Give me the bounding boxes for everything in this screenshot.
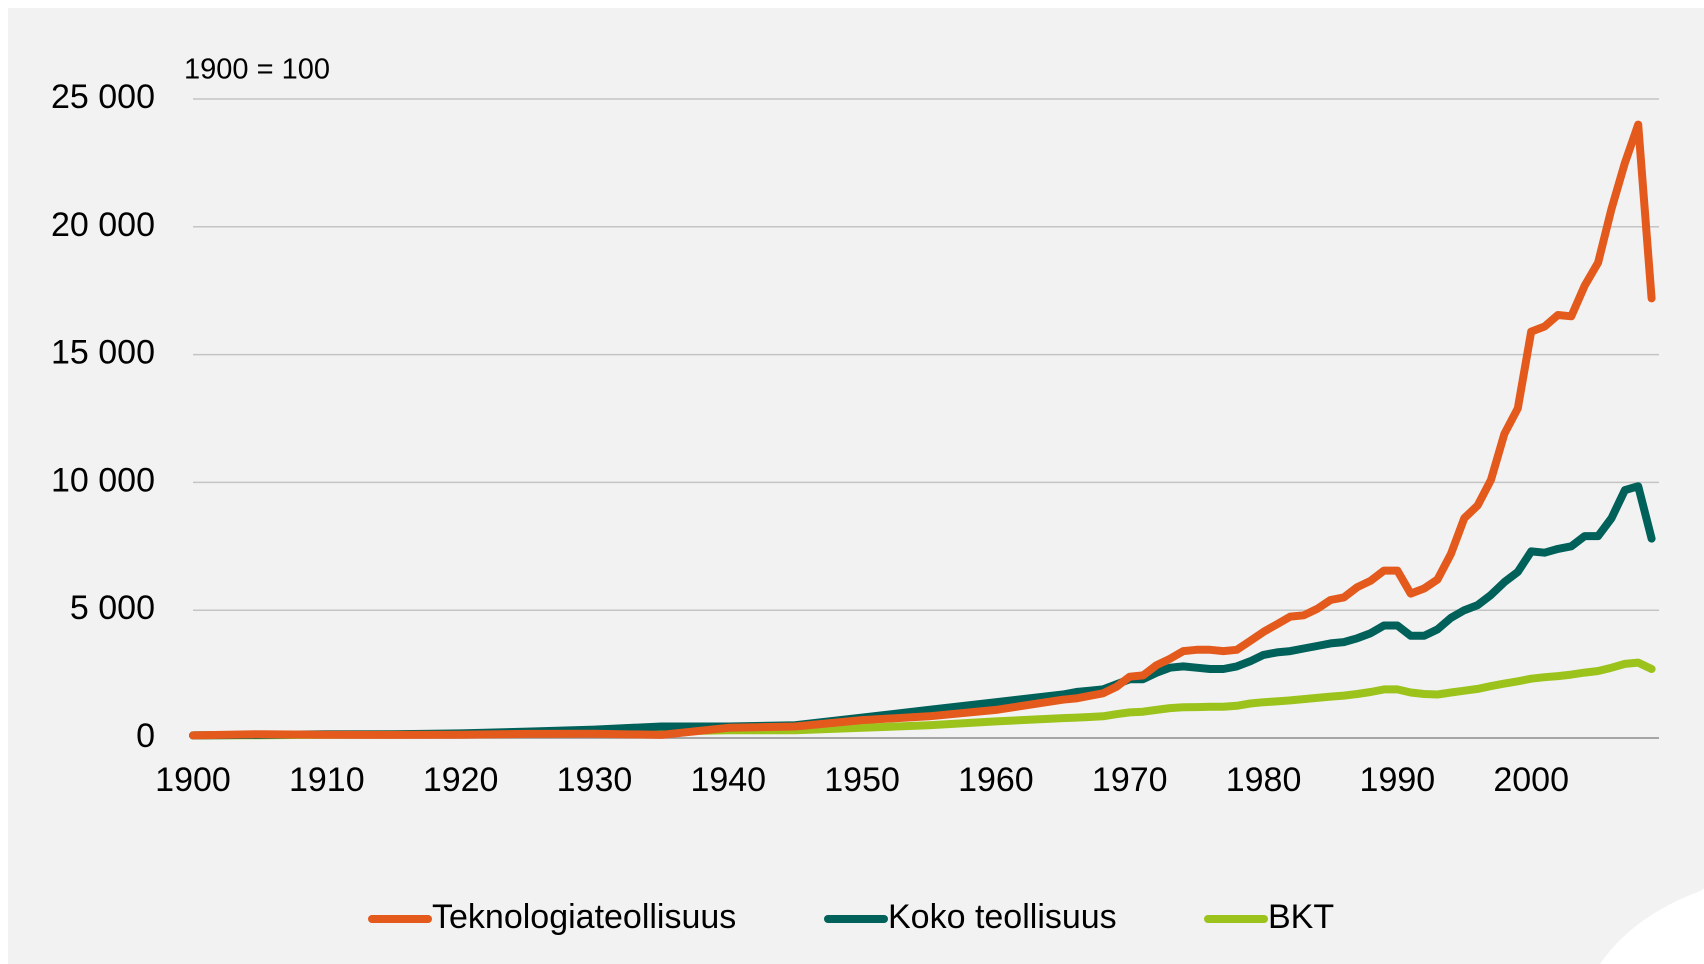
line-series bbox=[189, 658, 1656, 740]
x-tick-label: 1960 bbox=[958, 761, 1034, 799]
x-tick-label: 1900 bbox=[155, 761, 231, 799]
background bbox=[8, 8, 1704, 964]
x-tick-label: 1920 bbox=[423, 761, 499, 799]
legend-label: Teknologiateollisuus bbox=[432, 898, 736, 936]
annotation: 1900 = 100 bbox=[184, 54, 330, 86]
y-tick-label: 15 000 bbox=[51, 334, 155, 372]
y-tick-label: 10 000 bbox=[51, 461, 155, 499]
legend-label: Koko teollisuus bbox=[888, 898, 1117, 936]
x-tick-label: 1990 bbox=[1360, 761, 1436, 799]
y-tick-label: 5 000 bbox=[70, 589, 155, 627]
y-tick-label: 0 bbox=[136, 717, 155, 755]
legend-label: BKT bbox=[1268, 898, 1334, 936]
line-series bbox=[189, 120, 1656, 740]
x-tick-label: 1940 bbox=[690, 761, 766, 799]
x-tick-label: 1970 bbox=[1092, 761, 1168, 799]
x-tick-label: 1910 bbox=[289, 761, 365, 799]
x-tick-label: 1930 bbox=[557, 761, 633, 799]
y-tick-label: 20 000 bbox=[51, 206, 155, 244]
x-tick-label: 1950 bbox=[824, 761, 900, 799]
x-tick-label: 2000 bbox=[1493, 761, 1569, 799]
x-tick-label: 1980 bbox=[1226, 761, 1302, 799]
y-tick-label: 25 000 bbox=[51, 78, 155, 116]
